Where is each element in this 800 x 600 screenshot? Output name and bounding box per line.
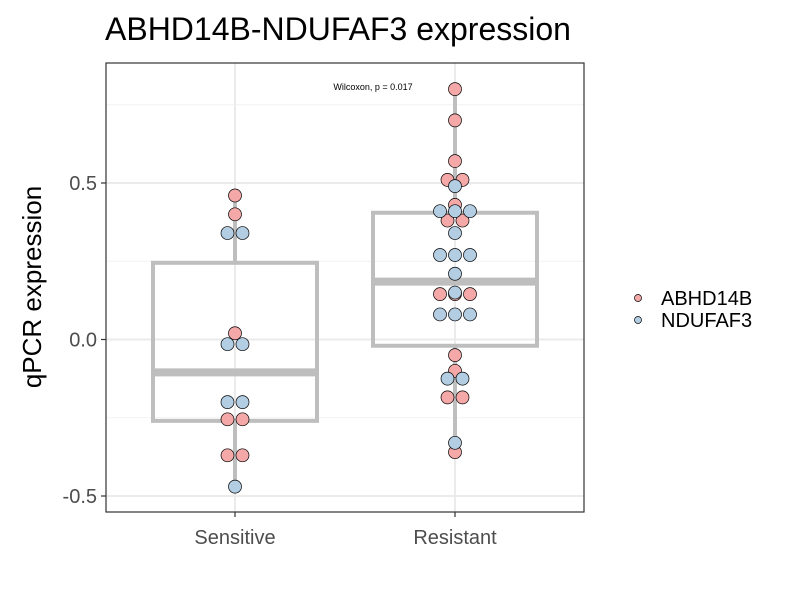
data-point-ndufaf3 — [448, 435, 462, 450]
data-point-ndufaf3 — [463, 204, 477, 219]
data-point-abhd14b — [440, 213, 455, 228]
data-point-abhd14b — [455, 390, 470, 405]
data-point-abhd14b — [228, 188, 242, 203]
data-point-abhd14b — [235, 412, 250, 427]
data-point-ndufaf3 — [448, 179, 462, 193]
data-point-ndufaf3 — [448, 307, 462, 322]
data-point-abhd14b — [228, 207, 242, 222]
plot-background — [106, 63, 584, 512]
data-point-abhd14b — [448, 82, 462, 96]
data-point-ndufaf3 — [235, 337, 250, 352]
data-point-ndufaf3 — [455, 371, 470, 386]
data-point-ndufaf3 — [448, 248, 462, 262]
data-point-abhd14b — [448, 154, 462, 168]
legend-key-abhd14b — [634, 294, 642, 302]
x-tick-label: Sensitive — [194, 527, 275, 549]
data-point-abhd14b — [448, 113, 462, 128]
data-point-ndufaf3 — [448, 285, 462, 300]
data-point-abhd14b — [463, 287, 477, 301]
data-point-ndufaf3 — [448, 226, 462, 240]
data-point-abhd14b — [440, 390, 455, 405]
plot-panel: Wilcoxon, p = 0.017 -0.5 0.0 0.5 Sensitive Re… — [63, 62, 585, 549]
data-point-ndufaf3 — [440, 371, 455, 386]
y-tick-label: -0.5 — [63, 486, 97, 508]
data-point-ndufaf3 — [220, 226, 235, 240]
chart-title: ABHD14B-NDUFAF3 expression — [105, 11, 571, 47]
x-tick-label: Resistant — [413, 527, 497, 549]
stat-annotation: Wilcoxon, p = 0.017 — [333, 82, 412, 92]
legend-key-ndufaf3 — [634, 316, 642, 324]
data-point-abhd14b — [433, 287, 447, 301]
data-point-ndufaf3 — [448, 204, 462, 219]
data-point-ndufaf3 — [433, 204, 447, 219]
data-point-ndufaf3 — [235, 395, 250, 409]
box — [151, 260, 319, 423]
data-point-abhd14b — [455, 213, 470, 228]
data-point-abhd14b — [235, 448, 250, 463]
legend-label-ndufaf3: NDUFAF3 — [661, 310, 752, 332]
y-tick-label: 0.5 — [69, 173, 97, 195]
data-point-abhd14b — [228, 326, 242, 341]
data-point-ndufaf3 — [235, 226, 250, 240]
data-point-ndufaf3 — [228, 479, 242, 494]
y-axis-label: qPCR expression — [17, 186, 47, 388]
plot-border — [105, 62, 585, 513]
data-point-abhd14b — [220, 412, 235, 427]
data-point-ndufaf3 — [463, 248, 477, 262]
data-point-ndufaf3 — [433, 248, 447, 262]
data-point-ndufaf3 — [463, 307, 477, 322]
legend-label-abhd14b: ABHD14B — [661, 288, 752, 310]
data-point-ndufaf3 — [220, 395, 235, 409]
data-point-abhd14b — [448, 348, 462, 362]
data-point-ndufaf3 — [433, 307, 447, 322]
data-point-ndufaf3 — [220, 337, 235, 352]
data-point-ndufaf3 — [448, 266, 462, 281]
data-point-abhd14b — [220, 448, 235, 463]
y-tick-label: 0.0 — [69, 330, 97, 352]
